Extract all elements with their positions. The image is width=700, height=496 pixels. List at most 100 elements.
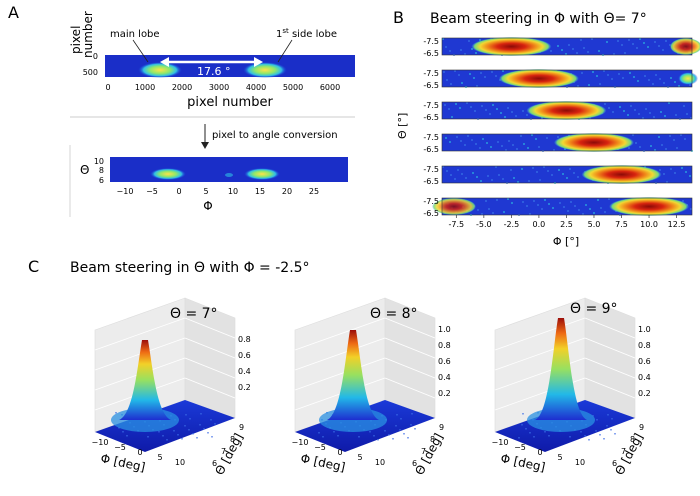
grid-line: [184, 337, 236, 359]
noise-pixel: [583, 47, 585, 49]
noise-pixel: [557, 45, 559, 47]
y-tick-label: 9: [439, 423, 444, 432]
grid-line: [584, 357, 636, 379]
pixel-xlabel: pixel number: [187, 95, 273, 110]
noise-pixel: [510, 169, 512, 171]
top-ytick-500: 500: [83, 68, 98, 77]
noise-pixel: [636, 47, 638, 49]
noise-pixel: [663, 173, 665, 175]
noise-pixel: [633, 76, 635, 78]
side-lobe-pointer: [277, 39, 293, 63]
noise-pixel: [598, 50, 600, 52]
beam-spot-edge: [678, 72, 698, 85]
noise-pixel: [465, 177, 467, 179]
grid-line: [384, 337, 436, 359]
noise-pixel: [454, 178, 456, 180]
noise-pixel: [674, 81, 676, 83]
noise-pixel: [485, 109, 487, 111]
floor-noise: [599, 434, 601, 436]
noise-pixel: [611, 78, 613, 80]
top-xtick: 6000: [320, 83, 340, 92]
floor-noise: [199, 424, 201, 426]
noise-pixel: [666, 181, 668, 183]
steering-strip: -7.5 -6.5: [423, 133, 693, 154]
grid-line: [584, 317, 636, 339]
noise-pixel: [513, 177, 515, 179]
floor-noise: [210, 419, 212, 421]
z-tick-label: 0.2: [438, 389, 451, 398]
x-tick-label: -2.5: [504, 220, 520, 229]
noise-pixel: [628, 147, 630, 149]
angle-ylabel: Θ: [80, 163, 89, 177]
noise-pixel: [497, 141, 499, 143]
x-tick-label: 5: [357, 453, 362, 462]
y-tick-label: 7: [221, 447, 226, 456]
noise-pixel: [689, 175, 691, 177]
strip-ytick-bottom: -6.5: [423, 81, 439, 90]
angle-ytick: 10: [94, 157, 104, 166]
floor-noise: [322, 436, 324, 438]
y-tick-label: 7: [421, 447, 426, 456]
y-tick-label: 6: [612, 459, 617, 468]
strip-frame: [441, 197, 693, 216]
noise-pixel: [607, 74, 609, 76]
strip-ytick-top: -7.5: [423, 101, 439, 110]
noise-pixel: [461, 82, 463, 84]
noise-pixel: [665, 148, 667, 150]
floor-noise: [407, 437, 409, 439]
noise-pixel: [535, 138, 537, 140]
main-lobe-label: main lobe: [110, 29, 160, 40]
strip-ytick-bottom: -6.5: [423, 145, 439, 154]
top-xtick: 2000: [172, 83, 192, 92]
top-xtick: 4000: [246, 83, 266, 92]
noise-pixel: [632, 43, 634, 45]
noise-pixel: [561, 49, 563, 51]
noise-pixel: [619, 106, 621, 108]
beam-peak: [535, 318, 587, 420]
floor-noise: [377, 439, 379, 441]
noise-pixel: [449, 141, 451, 143]
panel-a: A 17.6 ° main lobe 1st side lobe pixel n…: [8, 3, 355, 217]
strip-ytick-top: -7.5: [423, 197, 439, 206]
noise-pixel: [562, 173, 564, 175]
floor-noise: [569, 436, 571, 438]
noise-pixel: [450, 83, 452, 85]
angle-xtick: 10: [228, 187, 238, 196]
noise-pixel: [628, 39, 630, 41]
noise-pixel: [643, 42, 645, 44]
z-tick-label: 0.6: [438, 357, 451, 366]
z-tick-label: 0.4: [638, 373, 651, 382]
noise-pixel: [635, 142, 637, 144]
angle-xtick: 25: [309, 187, 319, 196]
panel-c: C Beam steering in Θ with Φ = -2.5° Θ = …: [28, 257, 651, 477]
top-xticks: 0 1000 2000 3000 4000 5000 6000: [105, 83, 340, 92]
z-tick-label: 0.8: [638, 341, 651, 350]
grid-line: [184, 377, 236, 399]
floor-noise: [118, 427, 120, 429]
floor-noise: [606, 425, 608, 427]
y-tick-label: 8: [430, 435, 435, 444]
noise-pixel: [456, 136, 458, 138]
arrow-head-right: [254, 57, 263, 67]
y-tick-label: 9: [639, 423, 644, 432]
noise-pixel: [537, 204, 539, 206]
main-lobe-pointer: [132, 39, 149, 63]
noise-pixel: [674, 172, 676, 174]
noise-pixel: [558, 169, 560, 171]
angle-xticks: −10 −5 0 5 10 15 20 25: [117, 187, 320, 196]
noise-pixel: [585, 204, 587, 206]
noise-pixel: [670, 168, 672, 170]
noise-pixel: [515, 115, 517, 117]
noise-pixel: [622, 77, 624, 79]
noise-pixel: [645, 108, 647, 110]
floor-noise: [196, 437, 198, 439]
floor-noise: [181, 438, 183, 440]
noise-pixel: [593, 212, 595, 214]
noise-pixel: [474, 110, 476, 112]
top-xtick: 1000: [135, 83, 155, 92]
panel-b-title: Beam steering in Φ with Θ= 7°: [430, 11, 647, 27]
noise-pixel: [608, 198, 610, 200]
noise-pixel: [528, 180, 530, 182]
x-tick-label: 12.5: [668, 220, 686, 229]
noise-pixel: [577, 176, 579, 178]
